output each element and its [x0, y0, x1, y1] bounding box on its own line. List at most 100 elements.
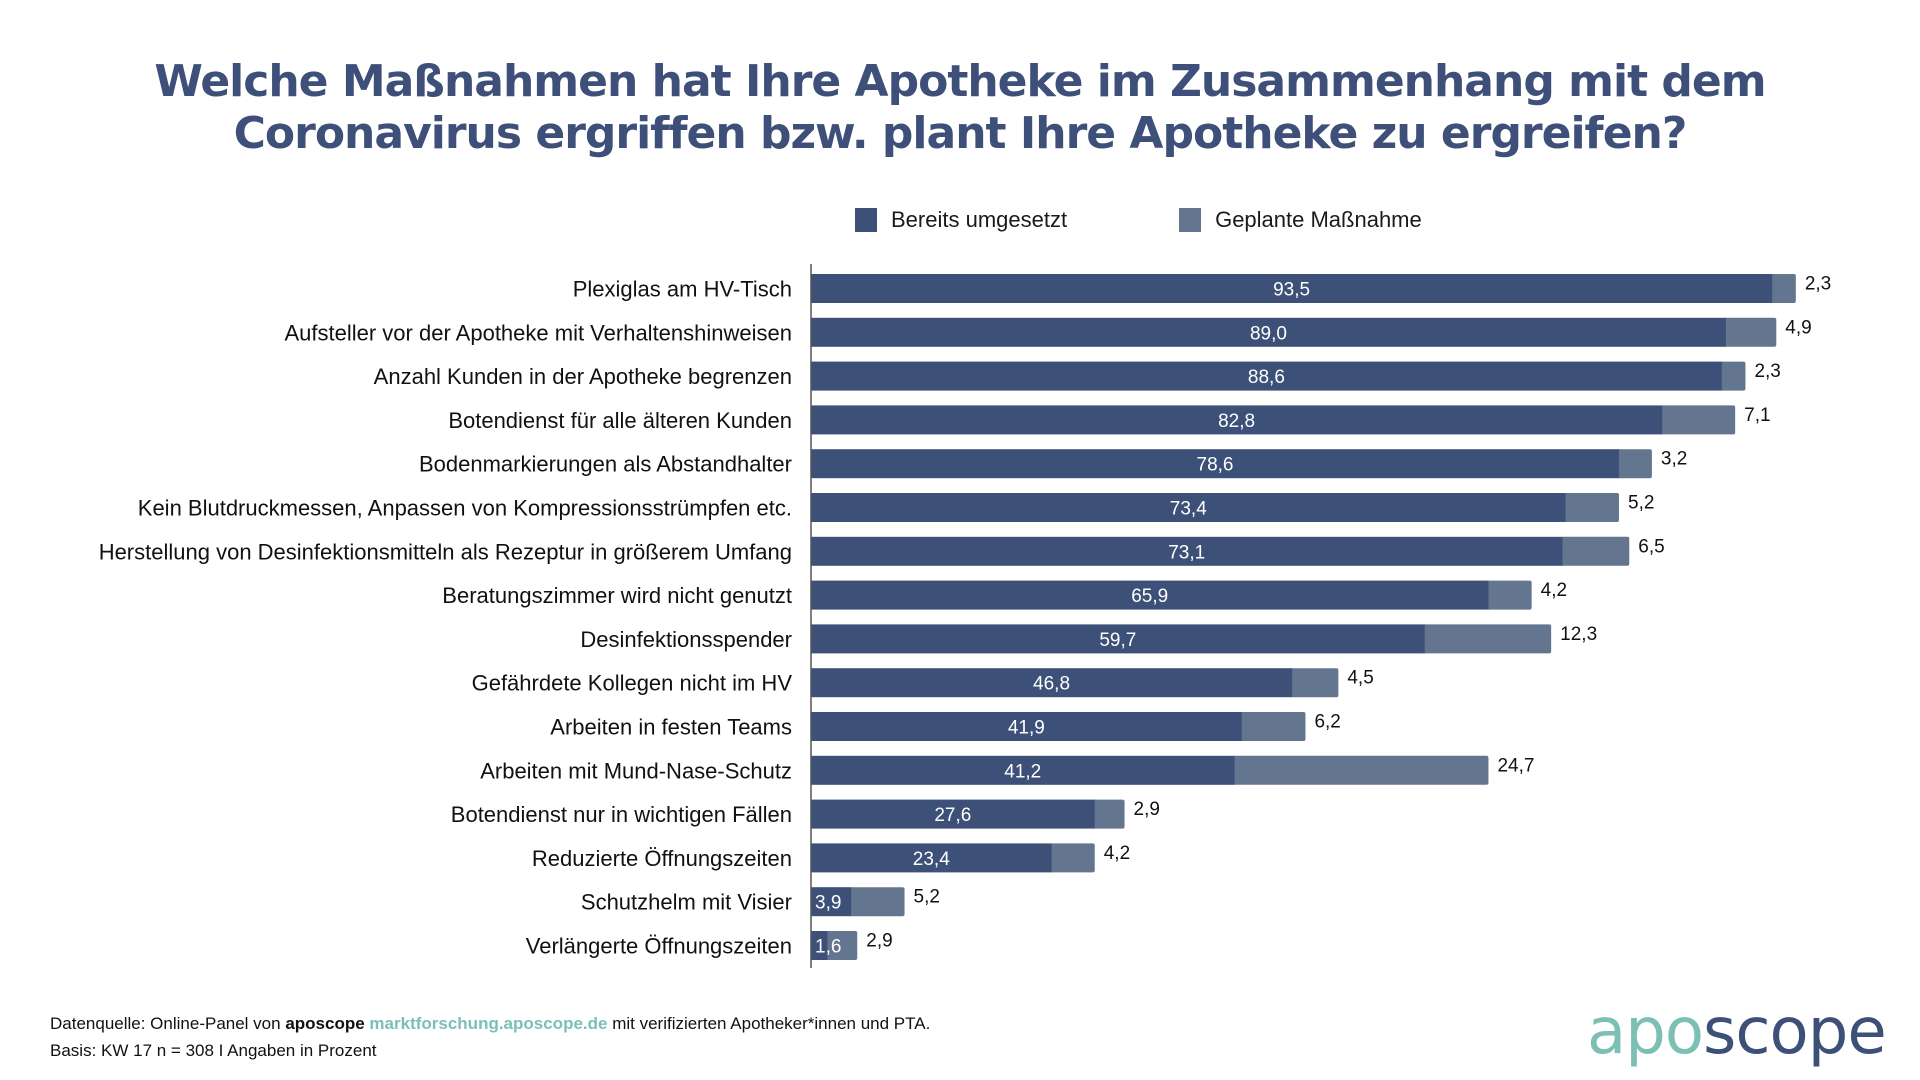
legend-swatch-implemented [855, 208, 877, 232]
bar-implemented [811, 887, 852, 917]
value-label-implemented: 1,6 [815, 937, 841, 958]
value-label-implemented: 73,4 [1170, 499, 1207, 520]
value-label-planned: 4,9 [1785, 317, 1811, 338]
bar-planned [849, 887, 905, 917]
legend: Bereits umgesetzt Geplante Maßnahme [855, 207, 1534, 233]
source-brand: aposcope [285, 1014, 365, 1033]
source-link[interactable]: marktforschung.aposcope.de [369, 1014, 608, 1033]
value-label-planned: 2,9 [1134, 799, 1160, 820]
value-label-planned: 6,2 [1314, 712, 1340, 733]
source-prefix: Datenquelle: Online-Panel von [50, 1014, 286, 1033]
value-label-planned: 4,5 [1347, 668, 1373, 689]
bar-implemented [811, 799, 1095, 829]
value-label-planned: 12,3 [1560, 624, 1597, 645]
category-label: Reduzierte Öffnungszeiten [532, 846, 792, 871]
bar-implemented [811, 449, 1620, 479]
category-label: Kein Blutdruckmessen, Anpassen von Kompr… [138, 496, 792, 521]
bar-planned [1617, 449, 1652, 479]
value-label-implemented: 23,4 [913, 849, 950, 870]
bar-planned [1239, 712, 1306, 741]
bar-implemented [811, 405, 1663, 435]
category-label: Desinfektionsspender [580, 627, 792, 652]
source-line: Datenquelle: Online-Panel von aposcope m… [50, 1010, 930, 1037]
value-label-planned: 6,5 [1638, 536, 1664, 557]
bar-implemented [811, 712, 1242, 741]
bar-implemented [811, 493, 1566, 522]
bar-implemented [811, 274, 1773, 303]
footer: Datenquelle: Online-Panel von aposcope m… [50, 1010, 930, 1064]
bar-implemented [811, 755, 1235, 785]
bar-planned [1049, 843, 1095, 873]
category-label: Arbeiten in festen Teams [550, 715, 792, 740]
value-label-implemented: 65,9 [1131, 586, 1168, 607]
value-label-planned: 24,7 [1497, 755, 1534, 776]
value-label-planned: 3,2 [1661, 449, 1687, 470]
bar-implemented [811, 580, 1489, 610]
value-label-planned: 4,2 [1104, 843, 1130, 864]
bar-planned [1232, 755, 1489, 785]
value-label-implemented: 88,6 [1248, 367, 1285, 388]
bar-planned [1092, 799, 1125, 829]
bar-planned [1563, 493, 1620, 522]
value-label-planned: 2,9 [866, 931, 892, 952]
category-label: Gefährdete Kollegen nicht im HV [472, 671, 793, 696]
legend-item-implemented: Bereits umgesetzt [855, 207, 1067, 233]
legend-item-planned: Geplante Maßnahme [1179, 207, 1422, 233]
value-label-implemented: 27,6 [934, 805, 971, 826]
value-label-planned: 2,3 [1805, 274, 1831, 295]
value-label-implemented: 93,5 [1273, 280, 1310, 301]
bar-implemented [811, 931, 828, 960]
category-label: Verlängerte Öffnungszeiten [526, 934, 792, 959]
bar-planned [1723, 317, 1777, 347]
value-label-implemented: 78,6 [1197, 455, 1234, 476]
bar-implemented [811, 843, 1052, 873]
bar-planned [1486, 580, 1532, 610]
category-label: Schutzhelm mit Visier [581, 890, 792, 915]
value-label-planned: 5,2 [914, 887, 940, 908]
category-label: Arbeiten mit Mund-Nase-Schutz [480, 758, 792, 783]
source-suffix: mit verifizierten Apotheker*innen und PT… [607, 1014, 931, 1033]
aposcope-logo: aposcope [1587, 994, 1887, 1070]
bar-implemented [811, 317, 1726, 347]
value-label-planned: 5,2 [1628, 493, 1654, 514]
bar-implemented [811, 624, 1425, 654]
legend-label-implemented: Bereits umgesetzt [891, 207, 1068, 232]
chart-title: Welche Maßnahmen hat Ihre Apotheke im Zu… [0, 56, 1920, 160]
title-line-1: Welche Maßnahmen hat Ihre Apotheke im Zu… [154, 56, 1766, 107]
value-label-planned: 4,2 [1541, 580, 1567, 601]
value-label-planned: 2,3 [1754, 361, 1780, 382]
legend-label-planned: Geplante Maßnahme [1215, 207, 1422, 232]
category-label: Beratungszimmer wird nicht genutzt [442, 583, 792, 608]
bar-planned [1660, 405, 1736, 435]
value-label-implemented: 41,9 [1008, 718, 1045, 739]
value-label-implemented: 73,1 [1168, 542, 1205, 563]
category-label: Herstellung von Desinfektionsmitteln als… [99, 539, 792, 564]
value-label-planned: 7,1 [1744, 405, 1770, 426]
bar-planned [1719, 361, 1746, 391]
bar-planned [1422, 624, 1552, 654]
value-label-implemented: 89,0 [1250, 323, 1287, 344]
value-label-implemented: 59,7 [1099, 630, 1136, 651]
basis-line: Basis: KW 17 n = 308 I Angaben in Prozen… [50, 1041, 377, 1060]
category-label: Botendienst nur in wichtigen Fällen [451, 802, 792, 827]
bar-implemented [811, 536, 1563, 566]
category-label: Bodenmarkierungen als Abstandhalter [419, 452, 792, 477]
value-label-implemented: 82,8 [1218, 411, 1255, 432]
value-label-implemented: 41,2 [1004, 761, 1041, 782]
legend-swatch-planned [1179, 208, 1202, 232]
bar-implemented [811, 668, 1293, 698]
bar-planned [1290, 668, 1339, 698]
category-label: Aufsteller vor der Apotheke mit Verhalte… [284, 320, 792, 345]
bar-planned [1560, 536, 1630, 566]
value-label-implemented: 3,9 [815, 893, 841, 914]
logo-scope: scope [1703, 995, 1887, 1069]
bar-implemented [811, 361, 1722, 391]
logo-apo: apo [1587, 995, 1704, 1069]
title-line-2: Coronavirus ergriffen bzw. plant Ihre Ap… [233, 108, 1688, 159]
value-label-implemented: 46,8 [1033, 674, 1070, 695]
category-label: Anzahl Kunden in der Apotheke begrenzen [374, 364, 792, 389]
category-label: Botendienst für alle älteren Kunden [448, 408, 792, 433]
category-label: Plexiglas am HV-Tisch [573, 277, 792, 302]
bar-planned [1770, 274, 1796, 303]
